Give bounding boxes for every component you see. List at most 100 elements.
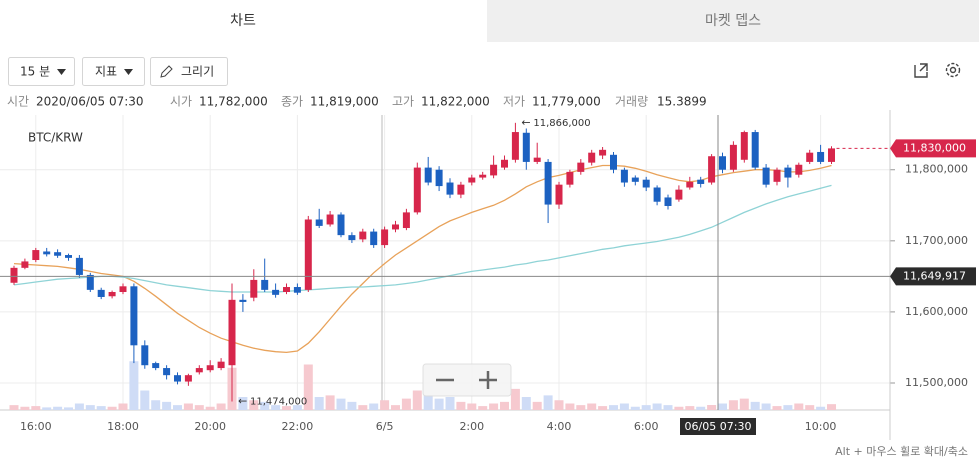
volume-bar xyxy=(783,405,793,410)
candle-body xyxy=(381,229,389,246)
crosshair-price-tag xyxy=(890,267,976,286)
y-tick-label: 11,500,000 xyxy=(905,376,968,389)
candle-body xyxy=(817,151,825,162)
candle-body xyxy=(97,289,105,297)
tab-inactive[interactable] xyxy=(487,0,979,42)
candle-body xyxy=(141,345,149,366)
indicator-button[interactable] xyxy=(82,57,145,86)
info-value: 11,819,000 xyxy=(310,95,379,109)
indicator-label: 지표 xyxy=(95,65,117,79)
volume-bar xyxy=(456,401,466,410)
info-label: 저가 xyxy=(503,95,525,109)
volume-bar xyxy=(434,398,444,410)
tab-label[interactable]: 마켓 뎁스 xyxy=(705,13,761,29)
candle-body xyxy=(544,161,552,205)
volume-bar xyxy=(707,404,717,410)
interval-button[interactable] xyxy=(8,57,75,86)
candle-body xyxy=(719,156,726,170)
volume-bar xyxy=(107,406,117,410)
crosshair-time-tag xyxy=(680,418,756,435)
candle-body xyxy=(86,274,94,290)
volume-bar xyxy=(260,401,270,410)
candle-body xyxy=(10,267,18,283)
volume-bar xyxy=(162,401,172,410)
volume-bar xyxy=(663,405,673,410)
volume-bar xyxy=(772,406,782,410)
candle-body xyxy=(43,251,51,255)
candle-body xyxy=(588,152,596,163)
candle-body xyxy=(228,299,236,366)
volume-bar xyxy=(347,401,357,410)
x-tick-label: 18:00 xyxy=(107,420,139,433)
volume-bar xyxy=(412,390,422,410)
candle-body xyxy=(424,167,432,183)
volume-bar xyxy=(652,403,662,410)
candle-body xyxy=(686,181,694,188)
volume-bar xyxy=(216,403,226,410)
tab-active[interactable] xyxy=(0,0,487,42)
volume-bar xyxy=(401,398,411,410)
candle-body xyxy=(130,286,138,346)
candle-body xyxy=(446,182,454,195)
candle-body xyxy=(773,169,781,182)
candle-body xyxy=(468,177,476,183)
candle-body xyxy=(152,363,160,369)
volume-bar xyxy=(685,406,695,410)
volume-bar xyxy=(325,395,335,410)
x-tick-label: 20:00 xyxy=(194,420,226,433)
volume-bar xyxy=(391,405,400,410)
candle-body xyxy=(729,144,737,170)
candle-body xyxy=(490,164,498,176)
volume-bar xyxy=(282,406,291,410)
candle-body xyxy=(610,154,617,170)
candle-body xyxy=(75,257,83,275)
info-value: 11,822,000 xyxy=(421,95,490,109)
volume-bar xyxy=(728,400,738,410)
volume-bar xyxy=(380,400,390,410)
volume-bar xyxy=(565,403,575,410)
volume-bar xyxy=(336,398,346,410)
volume-bar xyxy=(423,395,433,410)
info-label: 고가 xyxy=(392,95,414,109)
x-tick-label: 6/5 xyxy=(376,420,394,433)
settings-icon[interactable] xyxy=(945,62,961,78)
volume-bar xyxy=(467,403,477,410)
volume-bar xyxy=(630,406,640,410)
candle-body xyxy=(522,132,530,162)
volume-bar xyxy=(238,397,248,410)
candle-body xyxy=(402,212,410,229)
draw-button[interactable] xyxy=(150,57,228,86)
y-tick-label: 11,800,000 xyxy=(905,163,968,176)
candle-body xyxy=(828,148,835,162)
volume-bar xyxy=(9,405,19,410)
candle-body xyxy=(184,375,192,382)
info-value: 11,782,000 xyxy=(199,95,268,109)
volume-bar xyxy=(521,397,531,410)
volume-bar xyxy=(489,403,499,410)
x-tick-label: 6:00 xyxy=(634,420,659,433)
volume-bar xyxy=(183,403,193,410)
candle-body xyxy=(195,368,203,373)
candle-body xyxy=(370,231,378,246)
draw-label: 그리기 xyxy=(181,65,214,79)
candle-body xyxy=(65,255,72,258)
volume-bar xyxy=(85,405,95,410)
tab-label[interactable]: 차트 xyxy=(230,13,256,29)
info-label: 종가 xyxy=(281,95,303,109)
x-tick-label: 2:00 xyxy=(459,420,484,433)
popout-icon[interactable] xyxy=(914,63,928,78)
volume-bar xyxy=(587,403,597,410)
volume-bar xyxy=(739,398,749,410)
candle-body xyxy=(119,286,127,292)
low-annotation: 11,474,000 xyxy=(250,396,307,407)
candle-body xyxy=(326,214,334,225)
volume-bar xyxy=(532,401,542,410)
moving-average xyxy=(13,184,832,293)
candle-body xyxy=(283,287,290,292)
volume-bar xyxy=(292,405,302,410)
zoom-in[interactable] xyxy=(479,371,497,389)
volume-bar xyxy=(478,406,488,410)
volume-bar xyxy=(598,406,608,410)
candle-body xyxy=(577,162,585,172)
candle-body xyxy=(784,167,792,178)
